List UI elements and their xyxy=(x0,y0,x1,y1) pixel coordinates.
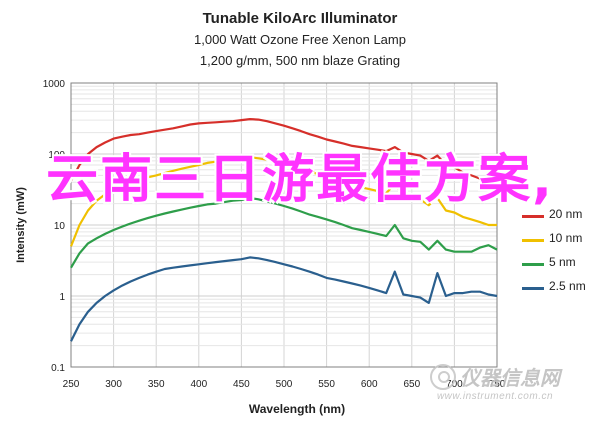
x-tick-label-550: 550 xyxy=(318,379,335,390)
overlay-headline: 云南三日游最佳方案, xyxy=(46,150,554,210)
x-tick-label-600: 600 xyxy=(361,379,378,390)
y-tick-label-0-1: 0.1 xyxy=(51,363,65,374)
y-tick-label-10: 10 xyxy=(54,221,66,232)
legend-swatch-20nm xyxy=(522,215,544,218)
chart-subtitle-grating: 1,200 g/mm, 500 nm blaze Grating xyxy=(199,53,401,68)
y-tick-label-1000: 1000 xyxy=(43,79,66,90)
watermark: 仪器信息网 www.instrument.com.cn xyxy=(400,362,590,402)
x-tick-label-500: 500 xyxy=(276,379,293,390)
y-tick-label-100: 100 xyxy=(48,150,65,161)
chart-subtitle-lamp: 1,000 Watt Ozone Free Xenon Lamp xyxy=(194,32,406,47)
x-tick-label-350: 350 xyxy=(148,379,165,390)
series-line-20-nm xyxy=(70,117,498,184)
x-tick-label-700: 700 xyxy=(446,379,463,390)
legend-label-10nm: 10 nm xyxy=(549,231,583,245)
y-tick-labels: 0.1 1 10 100 1000 xyxy=(43,79,66,374)
legend-label-20nm: 20 nm xyxy=(549,207,583,221)
watermark-text: 仪器信息网 xyxy=(460,368,560,390)
legend-label-5nm: 5 nm xyxy=(549,255,576,269)
x-tick-label-650: 650 xyxy=(403,379,420,390)
legend-swatch-10nm xyxy=(522,239,544,242)
legend-label-2-5nm: 2.5 nm xyxy=(549,279,586,293)
x-tick-label-450: 450 xyxy=(233,379,250,390)
x-tick-label-400: 400 xyxy=(190,379,207,390)
series-line-5-nm xyxy=(70,196,498,269)
chart-title-block: Tunable KiloArc Illuminator 1,000 Watt O… xyxy=(0,8,600,71)
y-tick-label-1: 1 xyxy=(59,292,65,303)
x-tick-label-750: 750 xyxy=(489,379,506,390)
legend-swatch-2-5nm xyxy=(522,287,544,290)
series-line-10-nm xyxy=(69,156,497,247)
x-axis-label: Wavelength (nm) xyxy=(249,402,345,416)
y-axis-label: Intensity (mW) xyxy=(15,187,27,263)
series-line-2-5-nm xyxy=(70,256,498,342)
series-group xyxy=(69,117,498,342)
watermark-url: www.instrument.com.cn xyxy=(436,391,554,402)
legend-swatch-5nm xyxy=(522,263,544,266)
x-tick-labels: 250 300 350 400 450 500 550 600 650 700 750 xyxy=(63,379,506,390)
x-tick-label-250: 250 xyxy=(63,379,80,390)
x-tick-label-300: 300 xyxy=(105,379,122,390)
chart-title: Tunable KiloArc Illuminator xyxy=(202,10,398,27)
watermark-logo-icon xyxy=(430,363,456,390)
